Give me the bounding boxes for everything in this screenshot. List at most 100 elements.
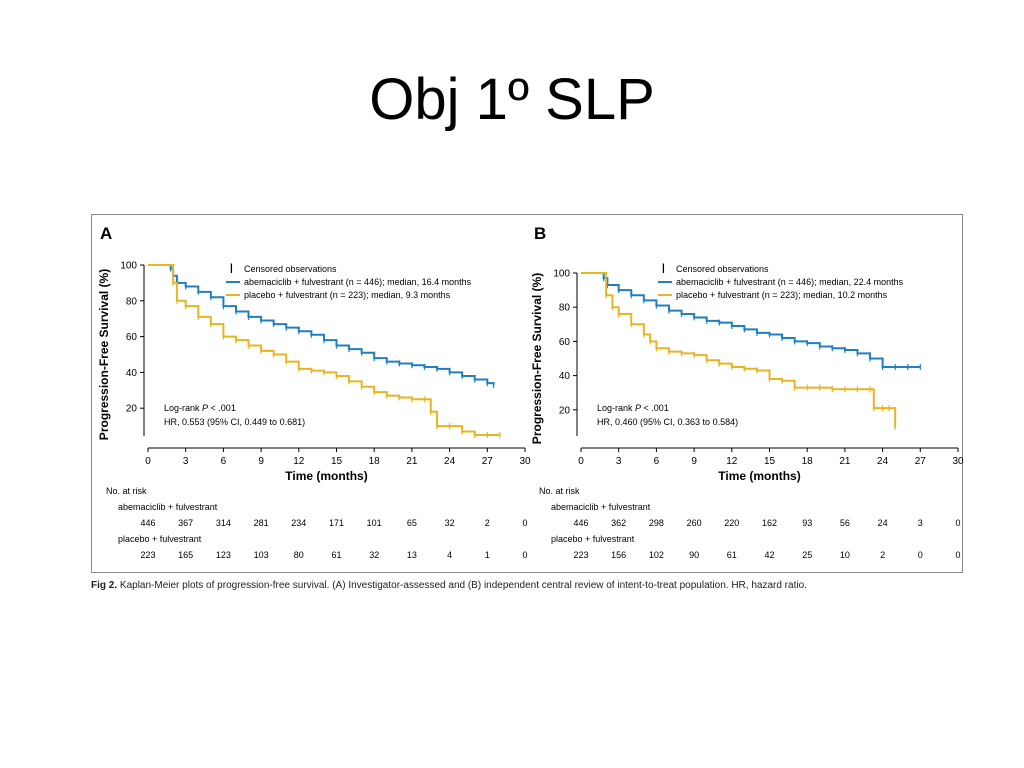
y-tick-label: 40 <box>559 371 571 382</box>
y-tick-label: 60 <box>126 332 138 343</box>
at-risk-title: No. at risk <box>106 486 147 496</box>
x-tick-label: 3 <box>616 456 622 467</box>
caption-text: Kaplan-Meier plots of progression-free s… <box>119 580 807 591</box>
at-risk-value: 32 <box>369 550 379 560</box>
at-risk-row-label: abemaciclib + fulvestrant <box>118 502 218 512</box>
at-risk-value: 234 <box>291 518 306 528</box>
x-tick-label: 18 <box>802 456 814 467</box>
at-risk-value: 298 <box>649 518 664 528</box>
at-risk-value: 13 <box>407 550 417 560</box>
km-curve-abemaciclib <box>148 264 495 385</box>
legend-entry: abemaciclib + fulvestrant (n = 446); med… <box>244 277 472 287</box>
at-risk-value: 93 <box>802 518 812 528</box>
at-risk-value: 2 <box>485 518 490 528</box>
at-risk-value: 1 <box>485 550 490 560</box>
at-risk-value: 101 <box>367 518 382 528</box>
at-risk-value: 24 <box>878 518 888 528</box>
legend-entry: placebo + fulvestrant (n = 223); median,… <box>244 290 451 300</box>
logrank-text: Log-rank P < .001 <box>164 403 236 413</box>
at-risk-value: 367 <box>178 518 193 528</box>
at-risk-value: 102 <box>649 550 664 560</box>
at-risk-value: 25 <box>802 550 812 560</box>
x-axis-label: Time (months) <box>718 469 800 483</box>
at-risk-value: 165 <box>178 550 193 560</box>
at-risk-value: 260 <box>687 518 702 528</box>
at-risk-value: 171 <box>329 518 344 528</box>
x-tick-label: 30 <box>519 456 531 467</box>
caption-label: Fig 2. <box>91 580 118 591</box>
x-tick-label: 6 <box>654 456 660 467</box>
at-risk-value: 0 <box>955 518 960 528</box>
at-risk-row-label: placebo + fulvestrant <box>118 534 202 544</box>
at-risk-value: 65 <box>407 518 417 528</box>
x-tick-label: 12 <box>293 456 305 467</box>
x-tick-label: 24 <box>444 456 456 467</box>
x-tick-label: 6 <box>221 456 227 467</box>
at-risk-value: 4 <box>447 550 452 560</box>
x-tick-label: 30 <box>952 456 964 467</box>
at-risk-value: 103 <box>254 550 269 560</box>
x-tick-label: 15 <box>331 456 343 467</box>
x-tick-label: 9 <box>691 456 697 467</box>
at-risk-value: 156 <box>611 550 626 560</box>
at-risk-value: 61 <box>727 550 737 560</box>
x-tick-label: 21 <box>406 456 418 467</box>
legend-entry: placebo + fulvestrant (n = 223); median,… <box>676 290 888 300</box>
y-tick-label: 20 <box>559 405 571 416</box>
at-risk-value: 0 <box>918 550 923 560</box>
legend-entry: abemaciclib + fulvestrant (n = 446); med… <box>676 277 904 287</box>
at-risk-value: 56 <box>840 518 850 528</box>
x-tick-label: 15 <box>764 456 776 467</box>
slide-title: Obj 1º SLP <box>369 67 655 132</box>
x-tick-label: 24 <box>877 456 889 467</box>
hr-text: HR, 0.460 (95% CI, 0.363 to 0.584) <box>597 417 738 427</box>
x-tick-label: 0 <box>145 456 151 467</box>
at-risk-value: 61 <box>331 550 341 560</box>
at-risk-value: 223 <box>573 550 588 560</box>
y-tick-label: 40 <box>126 368 138 379</box>
at-risk-row-label: abemaciclib + fulvestrant <box>551 502 651 512</box>
at-risk-value: 0 <box>522 518 527 528</box>
y-tick-label: 20 <box>126 404 138 415</box>
x-tick-label: 21 <box>839 456 851 467</box>
at-risk-value: 42 <box>764 550 774 560</box>
legend-censored: Censored observations <box>676 264 769 274</box>
panel-letter: B <box>534 224 546 243</box>
x-tick-label: 0 <box>578 456 584 467</box>
panel-letter: A <box>100 224 112 243</box>
at-risk-value: 80 <box>294 550 304 560</box>
y-tick-label: 60 <box>559 337 571 348</box>
at-risk-value: 314 <box>216 518 231 528</box>
at-risk-value: 123 <box>216 550 231 560</box>
at-risk-value: 0 <box>522 550 527 560</box>
at-risk-value: 32 <box>445 518 455 528</box>
x-tick-label: 3 <box>183 456 189 467</box>
at-risk-value: 3 <box>918 518 923 528</box>
at-risk-value: 90 <box>689 550 699 560</box>
at-risk-value: 223 <box>140 550 155 560</box>
figure-box: A Progression-Free Survival (%) 20 40 60 80 10… <box>91 214 964 573</box>
at-risk-value: 0 <box>955 550 960 560</box>
figure-caption: Fig 2. Kaplan-Meier plots of progression… <box>91 580 971 591</box>
x-tick-label: 18 <box>369 456 381 467</box>
at-risk-value: 281 <box>254 518 269 528</box>
at-risk-value: 446 <box>573 518 588 528</box>
at-risk-value: 10 <box>840 550 850 560</box>
y-tick-label: 100 <box>120 261 137 272</box>
y-axis-label: Progression-Free Survival (%) <box>530 273 544 444</box>
at-risk-value: 162 <box>762 518 777 528</box>
censor-symbol: | <box>662 263 665 274</box>
hr-text: HR, 0.553 (95% CI, 0.449 to 0.681) <box>164 417 305 427</box>
x-tick-label: 27 <box>915 456 927 467</box>
at-risk-value: 220 <box>724 518 739 528</box>
y-tick-label: 100 <box>553 269 570 280</box>
x-axis-label: Time (months) <box>285 469 367 483</box>
at-risk-title: No. at risk <box>539 486 580 496</box>
x-tick-label: 27 <box>482 456 494 467</box>
y-tick-label: 80 <box>559 303 571 314</box>
logrank-text: Log-rank P < .001 <box>597 403 669 413</box>
y-axis-label: Progression-Free Survival (%) <box>97 269 111 440</box>
at-risk-value: 446 <box>140 518 155 528</box>
legend-censored: Censored observations <box>244 264 337 274</box>
